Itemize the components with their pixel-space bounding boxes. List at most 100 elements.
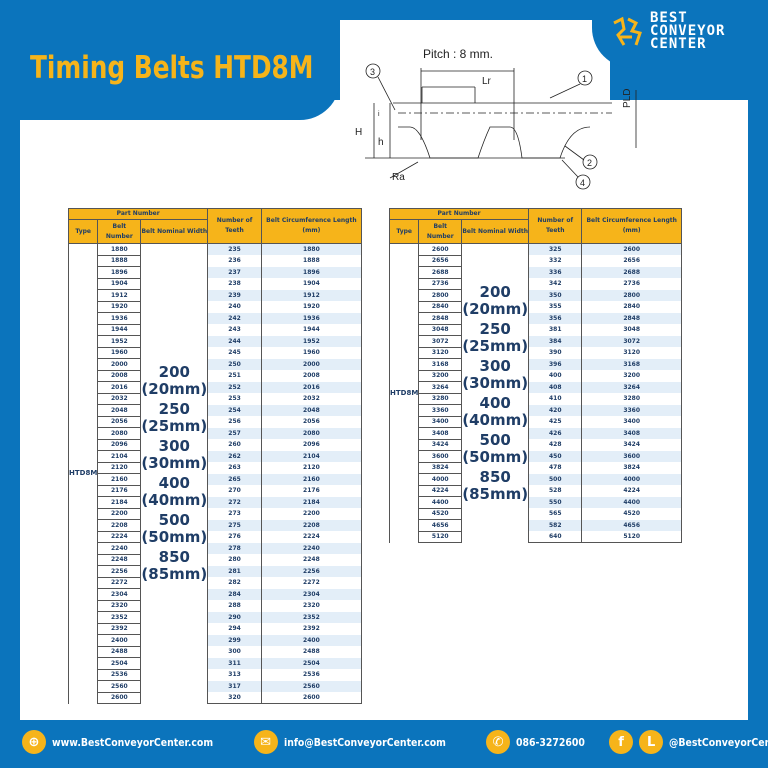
belt-number-cell: 2304 [97,588,142,601]
circumference-cell: 3168 [581,358,682,370]
social-handle[interactable]: @BestConveyorCenter [669,735,768,749]
callout-2: 2 [587,158,592,168]
table-row: HTD8M 2600 200 (20mm) 250 (25mm) 300 (30mm) 4… [388,243,682,543]
circumference-cell: 2056 [261,416,363,428]
circumference-header: Belt Circumference Length (mm) [581,208,682,244]
type-cell: HTD8M [67,243,99,704]
circumference-cell: 3360 [581,404,682,416]
belt-number-cell: 1888 [97,254,142,267]
table-row: 2096 260 2096 [69,438,363,451]
circumference-cell: 3048 [581,324,682,336]
circumference-cell: 2048 [261,404,363,416]
teeth-cell: 270 [207,485,262,497]
table-row: 3200 400 3200 [390,369,682,382]
width-option: 400 (40mm) [462,393,529,429]
belt-width-cell: 200 (20mm) 250 (25mm) 300 (30mm) 400 (40mm)… [140,243,209,704]
table-row: 2256 281 2256 [69,565,363,578]
teeth-cell: 280 [207,554,262,566]
circumference-cell: 4400 [581,496,682,508]
facebook-icon[interactable]: f [609,730,634,754]
circumference-cell: 3072 [581,335,682,347]
circumference-cell: 1952 [261,335,363,347]
website-link[interactable]: www.BestConveyorCenter.com [52,735,214,749]
circumference-cell: 2800 [581,289,682,301]
circumference-cell: 2536 [261,669,363,681]
pld-label: PLD [622,89,633,108]
circumference-cell: 2504 [261,657,363,669]
table-row: 2800 350 2800 [390,289,682,302]
belt-number-cell: 3072 [418,335,463,348]
table-row: 2248 280 2248 [69,553,363,566]
h-lower-label: h [378,137,384,148]
phone-number[interactable]: 086-3272600 [516,735,585,749]
belt-number-header: Belt Number [418,219,463,244]
teeth-cell: 244 [207,335,262,347]
belt-number-cell: 2176 [97,484,142,497]
table-row: 2560 317 2560 [69,680,363,693]
circumference-cell: 1896 [261,266,363,278]
belt-number-cell: 2560 [97,680,142,693]
belt-number-cell: 1920 [97,300,142,313]
teeth-cell: 342 [528,278,583,290]
teeth-cell: 356 [528,312,583,324]
table-row: 2176 270 2176 [69,484,363,497]
table-row: 3424 428 3424 [390,438,682,451]
circumference-cell: 2600 [581,243,682,255]
teeth-cell: 408 [528,381,583,393]
circumference-cell: 5120 [581,531,682,543]
teeth-cell: 290 [207,611,262,623]
circumference-cell: 2560 [261,680,363,692]
teeth-cell: 243 [207,324,262,336]
email-link[interactable]: info@BestConveyorCenter.com [283,735,446,749]
belt-number-cell: 2032 [97,392,142,405]
table-row: 1952 244 1952 [69,335,363,348]
belt-width-cell: 200 (20mm) 250 (25mm) 300 (30mm) 400 (40mm)… [461,243,530,543]
width-option: 850 (85mm) [462,467,529,503]
teeth-cell: 273 [207,508,262,520]
belt-number-cell: 2272 [97,576,142,589]
circumference-cell: 2200 [261,508,363,520]
circumference-cell: 2080 [261,427,363,439]
width-option: 850 (85mm) [141,548,208,584]
circumference-cell: 2184 [261,496,363,508]
table-row: 4656 582 4656 [390,519,682,532]
circumference-cell: 3280 [581,393,682,405]
table-row: 3168 396 3168 [390,358,682,371]
teeth-cell: 384 [528,335,583,347]
teeth-cell: 272 [207,496,262,508]
belt-number-cell: 3360 [418,404,463,417]
teeth-cell: 478 [528,462,583,474]
teeth-cell: 245 [207,347,262,359]
page-title: Timing Belts HTD8M [30,50,314,86]
belt-number-cell: 2248 [97,553,142,566]
belt-number-cell: 2080 [97,427,142,440]
conveyor-logo-icon [613,16,642,46]
belt-number-cell: 2184 [97,496,142,509]
teeth-cell: 299 [207,634,262,646]
belt-number-cell: 4520 [418,507,463,520]
table-row: HTD8M 1880 200 (20mm) 250 (25mm) 300 (30mm) 4… [67,243,363,704]
teeth-cell: 288 [207,600,262,612]
circumference-cell: 3600 [581,450,682,462]
teeth-cell: 294 [207,623,262,635]
belt-number-cell: 2688 [418,266,463,279]
line-icon[interactable]: L [639,730,664,754]
belt-number-cell: 2848 [418,312,463,325]
footer-contact: ⊕ www.BestConveyorCenter.com ✉ info@BestCo… [22,730,768,754]
teeth-cell: 550 [528,496,583,508]
teeth-cell: 317 [207,680,262,692]
teeth-cell: 390 [528,347,583,359]
table-row: 1904 238 1904 [69,277,363,290]
belt-width-header: Belt Nominal Width [140,219,209,244]
teeth-cell: 252 [207,381,262,393]
table-row: 3824 478 3824 [390,461,682,474]
table-row: 1912 239 1912 [69,289,363,302]
lr-label: Lr [482,76,492,87]
circumference-cell: 2272 [261,577,363,589]
teeth-cell: 250 [207,358,262,370]
teeth-cell: 260 [207,439,262,451]
table-row: 3408 426 3408 [390,427,682,440]
circumference-cell: 2392 [261,623,363,635]
brand-logo: BEST CONVEYOR CENTER [610,11,725,51]
teeth-cell: 278 [207,542,262,554]
